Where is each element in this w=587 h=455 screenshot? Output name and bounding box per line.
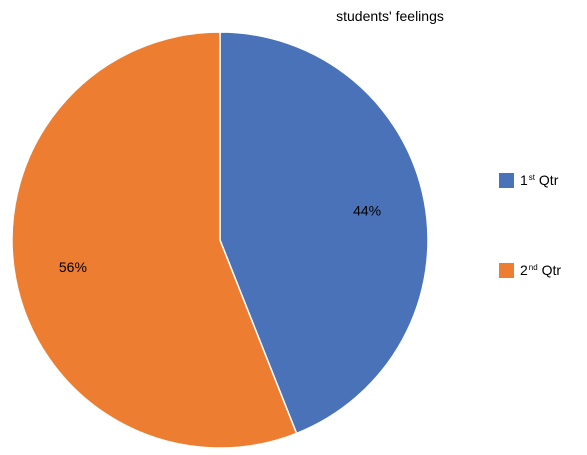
data-label-2: 56% — [59, 259, 87, 275]
pie-chart: 44% 56% — [11, 31, 429, 449]
legend-swatch-1st-qtr — [499, 172, 514, 188]
chart-title: students' feelings — [336, 8, 444, 24]
data-label-1: 44% — [353, 203, 381, 219]
legend-swatch-2nd-qtr — [499, 262, 514, 278]
pie-slice-1[interactable] — [219, 31, 429, 435]
pie-slice-2[interactable] — [11, 31, 298, 449]
